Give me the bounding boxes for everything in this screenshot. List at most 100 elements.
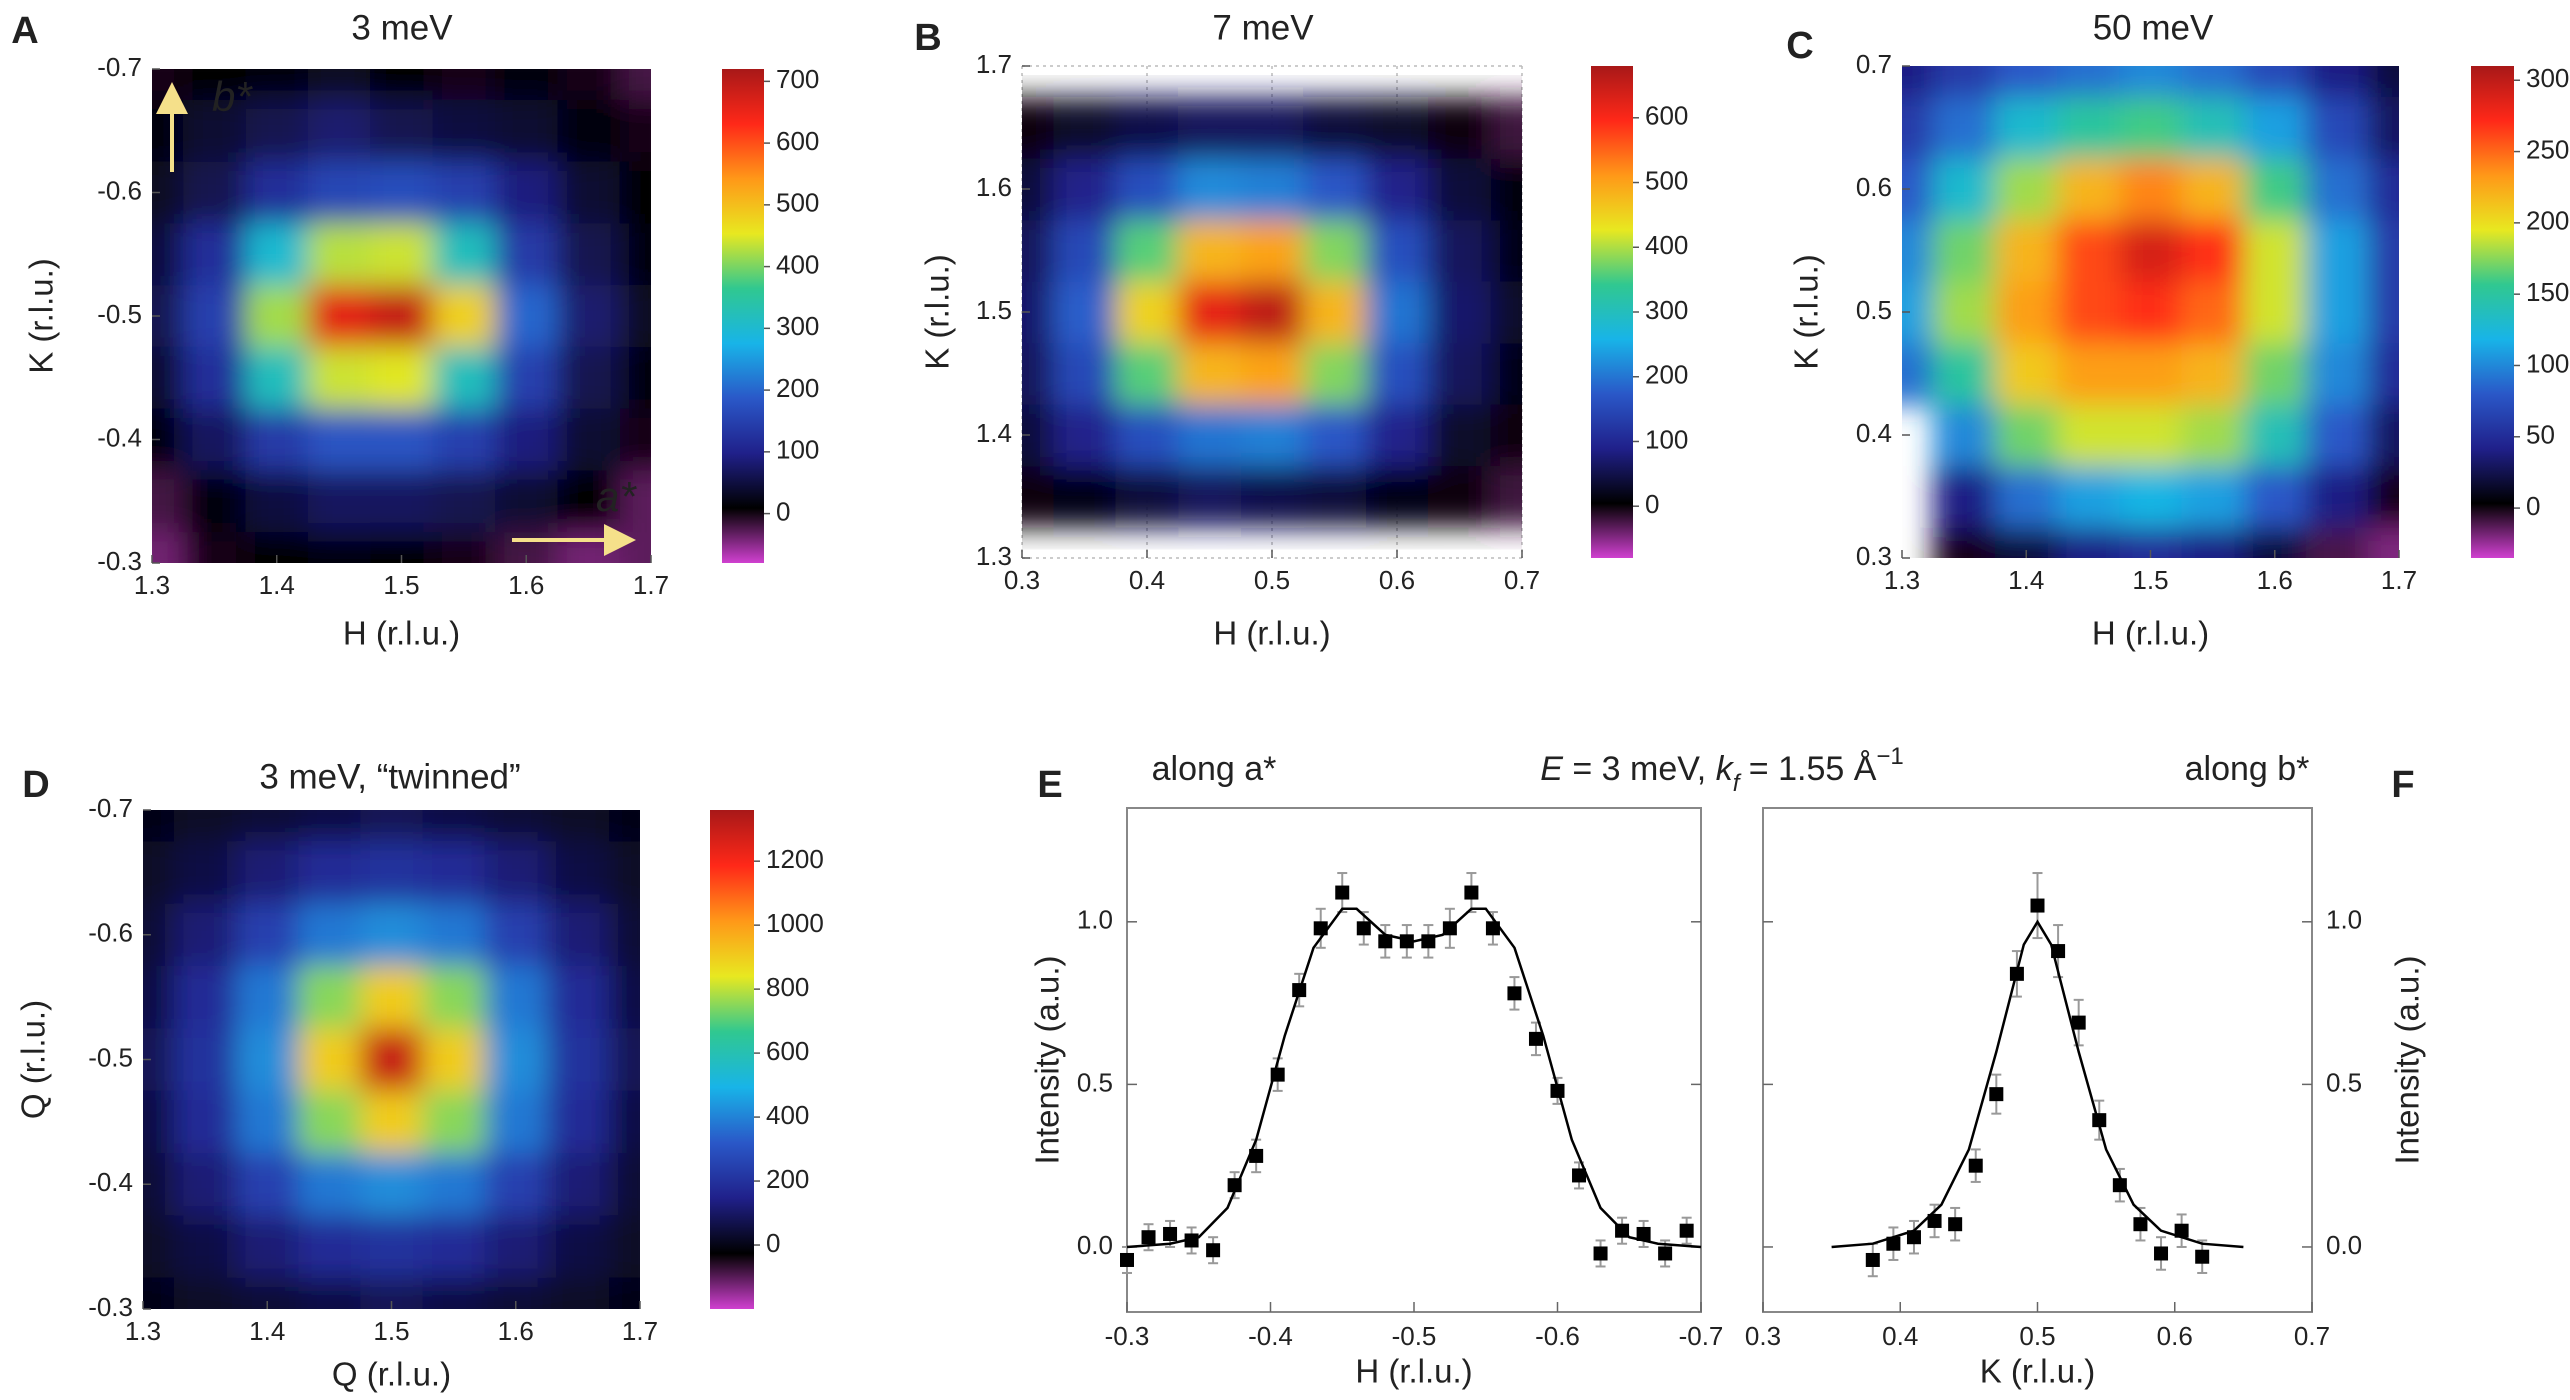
- heatmap-cell: [1178, 158, 1242, 221]
- heatmap-cell: [1995, 66, 2058, 98]
- heatmap-cell: [183, 285, 247, 348]
- heatmap-cell: [432, 346, 496, 410]
- colorbar-tick-label: 300: [1645, 295, 1688, 325]
- heatmap-cell: [2181, 465, 2245, 528]
- heatmap-cells: [143, 810, 640, 1309]
- heatmap-cell: [183, 223, 247, 286]
- x-axis-label: H (r.l.u.): [1355, 1353, 1472, 1390]
- heatmap-cell: [608, 1028, 640, 1092]
- heatmap-cell: [1490, 404, 1522, 467]
- heatmap-cell: [422, 1153, 486, 1216]
- heatmap-cell: [619, 69, 651, 101]
- heatmap-cell: [432, 285, 496, 348]
- heatmap-cell: [432, 408, 496, 471]
- heatmap-cell: [152, 99, 184, 163]
- heatmap-cell: [298, 965, 361, 1029]
- colorbar-tick-label: 600: [766, 1036, 809, 1066]
- heatmap-cell: [1178, 96, 1242, 159]
- data-point: [1206, 1243, 1221, 1258]
- heatmap-cell: [1995, 342, 2058, 405]
- heatmap-cell: [2243, 404, 2307, 467]
- colorbar: [2471, 66, 2514, 558]
- heatmap-cell: [1303, 342, 1367, 405]
- x-tick-label: -0.3: [1105, 1321, 1150, 1351]
- heatmap-cell: [484, 1153, 548, 1216]
- colorbar-tick-label: 600: [1645, 101, 1688, 131]
- colorbar-tick-label: 600: [776, 126, 819, 156]
- heatmap-cell: [245, 161, 309, 224]
- panel-letter: C: [1786, 25, 1813, 67]
- heatmap-cell: [2305, 158, 2369, 221]
- heatmap-cell: [557, 470, 621, 533]
- heatmap-cell: [245, 346, 309, 410]
- heatmap-cell: [619, 408, 651, 471]
- heatmap-cell: [360, 1090, 424, 1154]
- heatmap-cell: [1240, 404, 1304, 467]
- heatmap-cell: [298, 810, 361, 842]
- heatmap-cell: [2119, 342, 2183, 405]
- colorbar-tick-label: 0: [766, 1228, 780, 1258]
- heatmap-cell: [1115, 96, 1179, 159]
- heatmap-cell: [370, 161, 434, 224]
- heatmap-cell: [1365, 281, 1429, 344]
- data-point: [1636, 1226, 1651, 1241]
- heatmap-cell: [432, 161, 496, 224]
- heatmap-cell: [2367, 66, 2399, 98]
- heatmap-cell: [183, 69, 247, 101]
- x-tick-label: 1.7: [622, 1316, 658, 1346]
- data-point: [1249, 1148, 1264, 1163]
- heatmap-cell: [174, 1028, 237, 1092]
- colorbar-tick-label: 200: [1645, 360, 1688, 390]
- colorbar-tick-label: 1000: [766, 908, 824, 938]
- y-tick-label: 1.3: [976, 541, 1012, 571]
- heatmap-cell: [2305, 96, 2369, 159]
- heatmap-cell: [2119, 281, 2183, 344]
- heatmap-cell: [2243, 342, 2307, 405]
- header-part: −1: [1876, 743, 1903, 770]
- heatmap-cell: [183, 408, 247, 471]
- heatmap-cell: [1428, 281, 1492, 344]
- data-point: [1593, 1246, 1608, 1261]
- heatmap-cell: [422, 903, 486, 967]
- heatmap-cell: [557, 99, 621, 163]
- data-point: [2071, 1015, 2086, 1030]
- heatmap-cell: [2181, 219, 2245, 282]
- heatmap-cell: [1053, 281, 1117, 344]
- heatmap-cell: [546, 903, 610, 967]
- data-point: [1163, 1226, 1178, 1241]
- y-tick-label: -0.3: [97, 546, 142, 576]
- heatmap-cell: [1053, 158, 1117, 221]
- colorbar-tick-label: 400: [1645, 230, 1688, 260]
- heatmap-cell: [2057, 66, 2120, 98]
- y-tick-label: 0.5: [1856, 295, 1892, 325]
- heatmap-cell: [1240, 342, 1304, 405]
- heatmap-cell: [1995, 404, 2058, 467]
- data-point: [2174, 1223, 2189, 1238]
- heatmap-cell: [557, 408, 621, 471]
- heatmap-cell: [298, 1215, 361, 1279]
- heatmap-cell: [1053, 219, 1117, 282]
- heatmap-cell: [484, 1215, 548, 1279]
- heatmap-cell: [2119, 465, 2183, 528]
- colorbar-tick-label: 400: [776, 249, 819, 279]
- header-part: k: [1716, 750, 1735, 788]
- colorbar-tick-label: 800: [766, 972, 809, 1002]
- heatmap-cell: [307, 285, 371, 348]
- heatmap-cell: [2305, 66, 2369, 98]
- panel-letter: D: [22, 764, 49, 806]
- header-part: = 3 meV,: [1563, 750, 1716, 788]
- annotation: a*: [596, 473, 637, 520]
- x-tick-label: 1.3: [134, 570, 170, 600]
- heatmap-cell: [2057, 281, 2120, 344]
- x-tick-label: -0.6: [1535, 1321, 1580, 1351]
- heatmap-cell: [298, 903, 361, 967]
- heatmap: [1902, 66, 2399, 558]
- x-tick-label: 1.4: [259, 570, 295, 600]
- heatmap-cell: [1178, 404, 1242, 467]
- data-point: [1141, 1230, 1156, 1245]
- heatmap-cell: [298, 841, 361, 905]
- heatmap-cell: [174, 1090, 237, 1154]
- x-tick-label: 1.7: [2381, 565, 2417, 595]
- heatmap-cell: [174, 965, 237, 1029]
